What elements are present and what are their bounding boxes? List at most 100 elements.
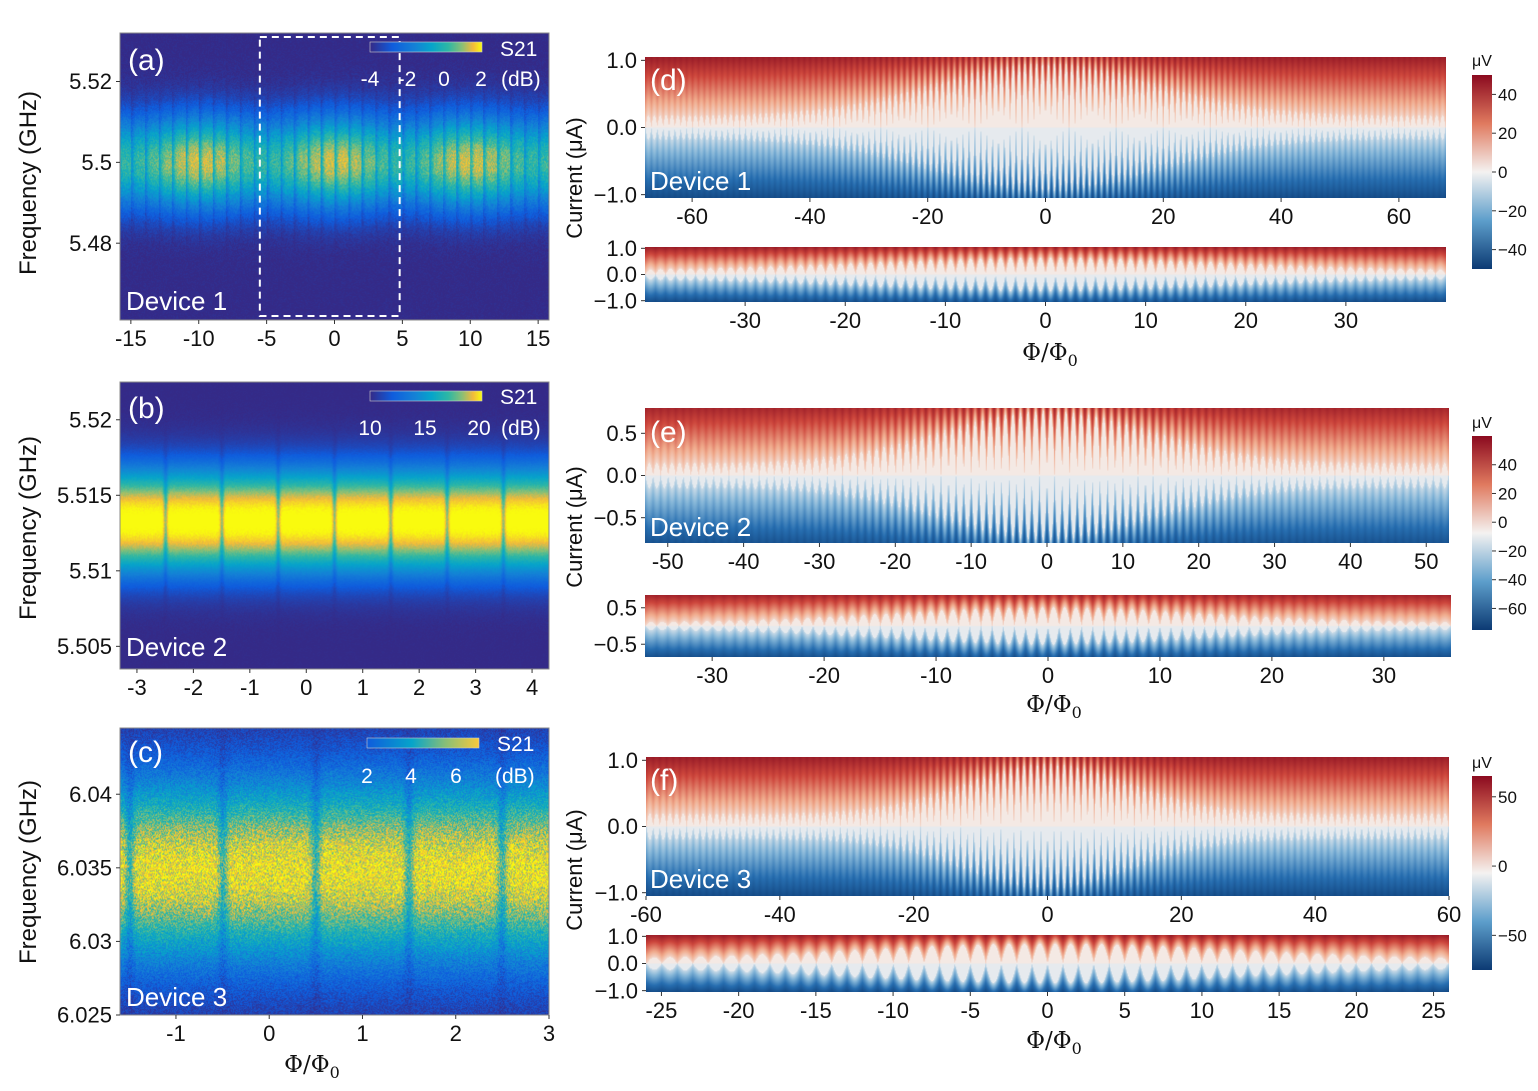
colorbar-b: S21 10 15 20 (dB): [358, 386, 540, 440]
y-tick-label: 6.035: [57, 856, 112, 881]
device-label-f: Device 3: [650, 864, 751, 894]
y-tick-label: 5.5: [81, 150, 112, 175]
x-tick-label: -10: [920, 663, 952, 688]
x-tick-label: -1: [240, 675, 260, 700]
y-tick-label: −1.0: [594, 182, 637, 207]
colorbar-a-tick: -2: [398, 68, 417, 91]
colorbar-c-tick: 6: [450, 765, 462, 788]
panel-label-d: (d): [650, 64, 687, 97]
panel-label-e: (e): [650, 416, 687, 449]
y-tick-label: −0.5: [594, 632, 637, 657]
y-tick-label: −0.5: [594, 505, 637, 530]
x-tick-label: -20: [898, 902, 930, 927]
y-tick-label: 6.03: [69, 929, 112, 954]
colorbar-d-bar: [1472, 75, 1492, 269]
x-tick-label: -60: [630, 902, 662, 927]
device-label-e: Device 2: [650, 512, 751, 542]
x-tick-label: 20: [1260, 663, 1284, 688]
panel-d: (d) Device 1 Current (μA) -60 -40 -20 0 20 40…: [562, 48, 1527, 370]
y-tick-label: 6.04: [69, 782, 112, 807]
panel-label-b: (b): [128, 392, 165, 425]
x-tick-label: 10: [1111, 549, 1135, 574]
x-tick-label: -20: [829, 308, 861, 333]
x-tick-label: 10: [1133, 308, 1157, 333]
x-tick-label: 10: [458, 326, 482, 351]
colorbar-f-bar: [1472, 776, 1492, 970]
panel-label-c: (c): [128, 736, 163, 769]
axes-b: -3 -2 -1 0 1 2 3 4 5.52 5.515 5.51 5.505: [57, 407, 538, 700]
x-tick-label: 3: [469, 675, 481, 700]
y-axis-label-b: Frequency (GHz): [15, 436, 42, 620]
colorbar-a-unit: (dB): [501, 68, 541, 91]
highlight-box: [258, 36, 401, 317]
colorbar-c-tick: 2: [361, 765, 373, 788]
y-axis-label-d: Current (μA): [562, 117, 587, 238]
x-tick-label: 0: [328, 326, 340, 351]
x-tick-label: -3: [127, 675, 147, 700]
colorbar-e: μV 40 20 0 −20 −40 −60: [1472, 415, 1527, 630]
colorbar-tick-label: −20: [1498, 542, 1527, 561]
colorbar-e-ticks: 40 20 0 −20 −40 −60: [1492, 456, 1527, 618]
x-axis-label-d: Φ/Φ0: [1022, 340, 1078, 370]
colorbar-e-unit: μV: [1472, 415, 1492, 432]
x-tick-label: 20: [1344, 998, 1368, 1023]
x-tick-label: -20: [723, 998, 755, 1023]
x-tick-label: -40: [764, 902, 796, 927]
colorbar-a-tick: 2: [475, 68, 487, 91]
y-tick-label: 0.0: [606, 463, 637, 488]
colorbar-b-bar: [369, 390, 483, 402]
y-tick-label: −1.0: [595, 978, 638, 1003]
heatmap-f-top-image: [646, 757, 1449, 896]
panel-b: (b) Device 2 S21 10 15 20 (dB) Frequency…: [15, 381, 550, 700]
colorbar-tick-label: 50: [1498, 788, 1517, 807]
axes-a: -15 -10 -5 0 5 10 15 5.52 5.5 5.48: [69, 69, 550, 351]
colorbar-e-bar: [1472, 436, 1492, 630]
y-tick-label: 5.51: [69, 559, 112, 584]
y-tick-label: 0.0: [607, 951, 638, 976]
colorbar-tick-label: 0: [1498, 513, 1507, 532]
x-tick-label: 40: [1303, 902, 1327, 927]
x-tick-label: 25: [1421, 998, 1445, 1023]
axes-c: -1 0 1 2 3 6.04 6.035 6.03 6.025: [57, 782, 555, 1046]
heatmap-e-top-image: [645, 408, 1449, 543]
colorbar-tick-label: −60: [1498, 599, 1527, 618]
colorbar-c: S21 2 4 6 (dB): [361, 733, 535, 788]
y-tick-label: 1.0: [607, 748, 638, 773]
colorbar-b-unit: (dB): [501, 417, 541, 440]
y-tick-label: 0.0: [606, 262, 637, 287]
device-label-c: Device 3: [126, 982, 227, 1012]
x-tick-label: -20: [808, 663, 840, 688]
x-tick-label: -40: [728, 549, 760, 574]
heatmap-f-bottom-image: [646, 935, 1449, 992]
colorbar-c-tick: 4: [405, 765, 417, 788]
y-tick-label: 1.0: [606, 48, 637, 73]
y-tick-label: 5.48: [69, 231, 112, 256]
colorbar-c-unit: (dB): [495, 765, 535, 788]
colorbar-tick-label: −40: [1498, 571, 1527, 590]
colorbar-a-bar: [369, 41, 483, 53]
colorbar-b-tick: 20: [467, 417, 490, 440]
x-tick-label: 5: [1119, 998, 1131, 1023]
colorbar-tick-label: 40: [1498, 85, 1517, 104]
colorbar-d: μV 40 20 0 −20 −40: [1472, 53, 1527, 269]
x-tick-label: -1: [166, 1021, 186, 1046]
colorbar-f: μV 50 0 −50: [1472, 755, 1527, 970]
x-tick-label: 0: [1042, 663, 1054, 688]
x-tick-label: 40: [1269, 204, 1293, 229]
x-tick-label: 2: [413, 675, 425, 700]
colorbar-tick-label: 40: [1498, 456, 1517, 475]
x-tick-label: 20: [1151, 204, 1175, 229]
panel-a: (a) Device 1 S21 -4 -2 0 2 (dB) Frequenc…: [15, 32, 550, 351]
colorbar-d-ticks: 40 20 0 −20 −40: [1492, 85, 1527, 260]
x-tick-label: 10: [1148, 663, 1172, 688]
colorbar-tick-label: −20: [1498, 202, 1527, 221]
x-tick-label: 60: [1387, 204, 1411, 229]
x-tick-label: 15: [1267, 998, 1291, 1023]
colorbar-tick-label: 0: [1498, 163, 1507, 182]
panel-label-f: (f): [650, 764, 678, 797]
x-axis-label-f: Φ/Φ0: [1026, 1028, 1082, 1058]
x-tick-label: 15: [526, 326, 550, 351]
x-tick-label: -20: [912, 204, 944, 229]
x-tick-label: -15: [115, 326, 147, 351]
x-tick-label: 10: [1190, 998, 1214, 1023]
